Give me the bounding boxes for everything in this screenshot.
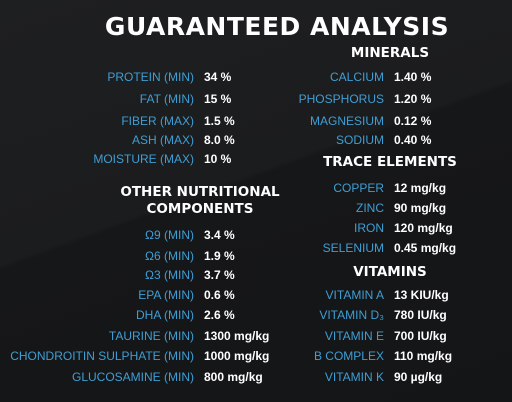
other-value: 800 mg/kg <box>204 370 263 384</box>
other-components-heading: OTHER NUTRITIONAL COMPONENTS <box>120 184 280 218</box>
vitamin-row: VITAMIN A 13 KIU/kg <box>0 285 449 305</box>
trace-value: 90 mg/kg <box>394 201 447 215</box>
analysis-value: 8.0 % <box>204 133 235 147</box>
analysis-row: PROTEIN (MIN) 34 % <box>0 67 231 87</box>
trace-row: ZINC 90 mg/kg <box>0 198 446 218</box>
other-label: CHONDROITIN SULPHATE (MIN) <box>10 349 194 363</box>
other-label: Ω9 (MIN) <box>145 228 194 242</box>
analysis-label: ASH (MAX) <box>131 133 194 147</box>
other-row: DHA (MIN) 2.6 % <box>0 305 235 325</box>
vitamin-row: VITAMIN K 90 µg/kg <box>0 367 442 387</box>
minerals-heading: MINERALS <box>350 45 430 61</box>
vitamin-label: VITAMIN E <box>324 329 384 343</box>
trace-label: SELENIUM <box>322 241 384 255</box>
analysis-label: MOISTURE (MAX) <box>93 152 194 166</box>
other-row: Ω3 (MIN) 3.7 % <box>0 265 235 285</box>
other-value: 2.6 % <box>204 308 235 322</box>
mineral-label: SODIUM <box>336 133 384 147</box>
trace-value: 120 mg/kg <box>394 221 453 235</box>
mineral-value: 0.12 % <box>394 114 432 128</box>
analysis-label: PROTEIN (MIN) <box>107 70 194 84</box>
trace-value: 0.45 mg/kg <box>394 241 457 255</box>
other-row: TAURINE (MIN) 1300 mg/kg <box>0 326 269 346</box>
mineral-label: MAGNESIUM <box>309 114 384 128</box>
analysis-row: FIBER (MAX) 1.5 % <box>0 111 235 131</box>
other-label: DHA (MIN) <box>136 308 194 322</box>
other-value: 3.7 % <box>204 268 235 282</box>
vitamin-row: B COMPLEX 110 mg/kg <box>0 346 452 366</box>
vitamin-row: VITAMIN D₃ 780 IU/kg <box>0 305 447 325</box>
vitamin-label: VITAMIN A <box>325 288 384 302</box>
trace-row: SELENIUM 0.45 mg/kg <box>0 238 456 258</box>
other-row: Ω9 (MIN) 3.4 % <box>0 225 235 245</box>
other-label: TAURINE (MIN) <box>108 329 194 343</box>
vitamins-heading: VITAMINS <box>353 264 427 280</box>
analysis-row: FAT (MIN) 15 % <box>0 89 232 109</box>
other-value: 0.6 % <box>204 288 235 302</box>
other-label: Ω3 (MIN) <box>145 268 194 282</box>
analysis-value: 34 % <box>204 70 232 84</box>
analysis-value: 10 % <box>204 152 232 166</box>
mineral-label: CALCIUM <box>329 70 384 84</box>
other-value: 1.9 % <box>204 249 235 263</box>
mineral-value: 1.40 % <box>394 70 432 84</box>
vitamin-value: 780 IU/kg <box>394 308 447 322</box>
mineral-label: PHOSPHORUS <box>298 92 384 106</box>
mineral-row: CALCIUM 1.40 % <box>0 67 431 87</box>
trace-label: COPPER <box>333 181 384 195</box>
analysis-row: ASH (MAX) 8.0 % <box>0 130 235 150</box>
other-row: CHONDROITIN SULPHATE (MIN) 1000 mg/kg <box>0 346 269 366</box>
other-value: 1000 mg/kg <box>204 349 270 363</box>
other-value: 3.4 % <box>204 228 235 242</box>
mineral-row: MAGNESIUM 0.12 % <box>0 111 431 131</box>
other-label: GLUCOSAMINE (MIN) <box>71 370 194 384</box>
page-title: GUARANTEED ANALYSIS <box>104 12 450 41</box>
vitamin-row: VITAMIN E 700 IU/kg <box>0 326 447 346</box>
analysis-label: FIBER (MAX) <box>121 114 194 128</box>
other-row: Ω6 (MIN) 1.9 % <box>0 246 235 266</box>
other-heading-line1: OTHER NUTRITIONAL <box>120 184 280 200</box>
analysis-row: MOISTURE (MAX) 10 % <box>0 149 231 169</box>
other-row: GLUCOSAMINE (MIN) 800 mg/kg <box>0 367 263 387</box>
vitamin-value: 90 µg/kg <box>394 370 443 384</box>
other-label: EPA (MIN) <box>138 288 194 302</box>
other-value: 1300 mg/kg <box>204 329 270 343</box>
trace-elements-heading: TRACE ELEMENTS <box>323 154 457 170</box>
analysis-value: 15 % <box>204 92 232 106</box>
vitamin-label: B COMPLEX <box>313 349 384 363</box>
mineral-value: 0.40 % <box>394 133 432 147</box>
analysis-label: FAT (MIN) <box>139 92 194 106</box>
other-heading-line2: COMPONENTS <box>146 201 254 217</box>
trace-label: ZINC <box>356 201 384 215</box>
analysis-value: 1.5 % <box>204 114 235 128</box>
vitamin-value: 13 KIU/kg <box>394 288 449 302</box>
mineral-value: 1.20 % <box>394 92 432 106</box>
trace-value: 12 mg/kg <box>394 181 447 195</box>
mineral-row: PHOSPHORUS 1.20 % <box>0 89 432 109</box>
vitamin-label: VITAMIN K <box>324 370 384 384</box>
vitamin-value: 700 IU/kg <box>394 329 447 343</box>
trace-row: IRON 120 mg/kg <box>0 218 453 238</box>
vitamin-value: 110 mg/kg <box>394 349 453 363</box>
other-label: Ω6 (MIN) <box>145 249 194 263</box>
vitamin-label: VITAMIN D₃ <box>319 308 384 322</box>
trace-label: IRON <box>354 221 384 235</box>
other-row: EPA (MIN) 0.6 % <box>0 285 235 305</box>
trace-row: COPPER 12 mg/kg <box>0 178 446 198</box>
mineral-row: SODIUM 0.40 % <box>0 130 431 150</box>
